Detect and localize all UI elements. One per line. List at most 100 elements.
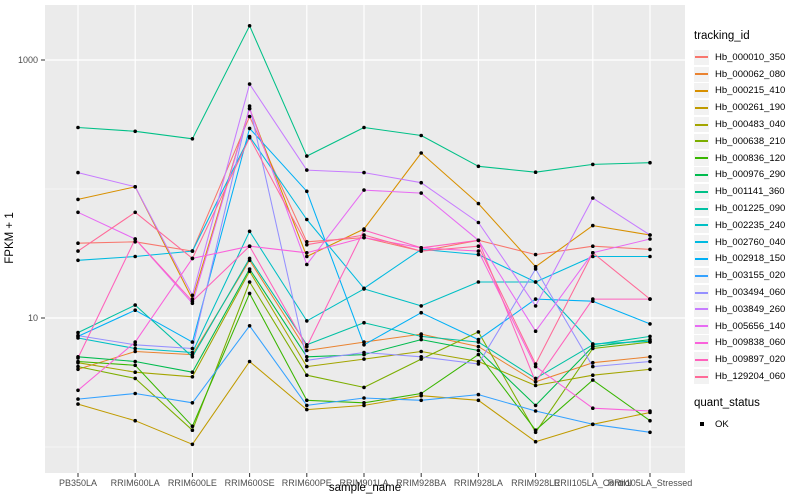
legend-key <box>694 301 709 317</box>
legend-item-label: Hb_000261_190 <box>715 102 786 114</box>
legend-item-label: Hb_002760_040 <box>715 236 786 248</box>
legend-item: Hb_000062_080 <box>694 66 798 83</box>
legend-key-line-icon <box>695 241 708 244</box>
y-axis-title: FPKM + 1 <box>4 212 16 264</box>
x-tick-label: RRIM600LA <box>111 478 160 488</box>
legend-item: Hb_001225_090 <box>694 200 798 217</box>
legend-key <box>694 100 709 116</box>
legend-item: Hb_003849_260 <box>694 301 798 318</box>
legend-key <box>694 184 709 200</box>
x-tick-label: RRII105LA_Control <box>554 478 632 488</box>
legend-key-line-icon <box>695 73 708 76</box>
legend-item-label: Hb_000010_350 <box>715 51 786 63</box>
legend-item: Hb_005656_140 <box>694 318 798 335</box>
data-points <box>76 24 652 447</box>
legend-key-line-icon <box>695 358 708 361</box>
x-tick-label: RRIM928BA <box>396 478 446 488</box>
legend-key <box>694 83 709 99</box>
legend-item: Hb_002918_150 <box>694 251 798 268</box>
x-tick-label: RRIM928LA <box>454 478 503 488</box>
legend: tracking_id Hb_000010_350 Hb_000062_080 Hb… <box>694 30 798 433</box>
legend-key <box>694 234 709 250</box>
legend-key <box>694 66 709 82</box>
legend-key <box>694 217 709 233</box>
legend-item: Hb_000638_210 <box>694 133 798 150</box>
legend-key-line-icon <box>695 257 708 260</box>
legend-item-label: Hb_009897_020 <box>715 354 786 366</box>
legend-item-label: Hb_003155_020 <box>715 270 786 282</box>
legend-item-label: Hb_000483_040 <box>715 119 786 131</box>
legend-item: Hb_000010_350 <box>694 49 798 66</box>
legend-item-label: Hb_005656_140 <box>715 320 786 332</box>
legend-item-label: Hb_000638_210 <box>715 135 786 147</box>
x-tick-label: PB350LA <box>59 478 97 488</box>
legend-key-line-icon <box>695 308 708 311</box>
legend-key-line-icon <box>695 89 708 92</box>
legend-key <box>694 352 709 368</box>
y-tick-label: 1000 <box>18 55 38 65</box>
legend-key-line-icon <box>695 173 708 176</box>
legend-key <box>694 335 709 351</box>
legend-key-line-icon <box>695 140 708 143</box>
legend-item: Hb_000261_190 <box>694 99 798 116</box>
x-tick-label: RRIM600LE <box>168 478 217 488</box>
x-tick-label: RRII105LA_Stressed <box>608 478 693 488</box>
legend-item: Hb_001141_360 <box>694 183 798 200</box>
legend-key <box>694 167 709 183</box>
legend-key <box>694 150 709 166</box>
x-tick-label: RRIM901LA <box>339 478 388 488</box>
legend-item-label: Hb_003849_260 <box>715 303 786 315</box>
legend-item-label: OK <box>715 418 729 430</box>
x-tick-labels: PB350LA RRIM600LA RRIM600LE RRIM600SE RRIM60… <box>59 478 692 488</box>
x-axis-title: sample_name <box>328 482 402 494</box>
axis-ticks <box>41 59 651 477</box>
x-tick-label: RRIM928LE <box>511 478 560 488</box>
legend-item: Hb_000215_410 <box>694 83 798 100</box>
legend-key <box>694 201 709 217</box>
legend-item-label: Hb_000976_290 <box>715 169 786 181</box>
legend-item: Hb_000976_290 <box>694 167 798 184</box>
legend-key <box>694 49 709 65</box>
legend-key-line-icon <box>695 157 708 160</box>
legend-item: Hb_009838_060 <box>694 335 798 352</box>
legend-item-label: Hb_000215_410 <box>715 85 786 97</box>
legend-key-line-icon <box>695 341 708 344</box>
legend-item-label: Hb_002235_240 <box>715 219 786 231</box>
legend-key <box>694 369 709 385</box>
legend-key-line-icon <box>695 325 708 328</box>
legend-key-line-icon <box>695 123 708 126</box>
legend-item-label: Hb_009838_060 <box>715 337 786 349</box>
legend-key-line-icon <box>695 56 708 59</box>
legend-items: Hb_000010_350 Hb_000062_080 Hb_000215_410 H… <box>694 49 798 385</box>
legend-key <box>694 251 709 267</box>
legend-key <box>694 285 709 301</box>
x-tick-label: RRIM600SE <box>225 478 275 488</box>
x-tick-label: RRIM600PE <box>282 478 332 488</box>
legend-key-line-icon <box>695 207 708 210</box>
legend-key-line-icon <box>695 224 708 227</box>
legend-item-label: Hb_000836_120 <box>715 152 786 164</box>
legend-item: Hb_129204_060 <box>694 368 798 385</box>
legend-title-tracking-id: tracking_id <box>694 30 750 42</box>
legend-key-line-icon <box>695 190 708 193</box>
legend-key-line-icon <box>695 106 708 109</box>
legend-item: Hb_000836_120 <box>694 150 798 167</box>
legend-item-label: Hb_129204_060 <box>715 371 786 383</box>
ok-point-icon <box>699 422 704 427</box>
legend-item-label: Hb_001141_360 <box>715 186 785 198</box>
legend-item: Hb_002235_240 <box>694 217 798 234</box>
legend-key <box>694 318 709 334</box>
y-tick-label: 10 <box>28 313 38 323</box>
legend-item: Hb_009897_020 <box>694 351 798 368</box>
legend-key <box>694 268 709 284</box>
legend-key-line-icon <box>695 291 708 294</box>
y-tick-labels: 1000 10 <box>18 55 38 323</box>
legend-key-line-icon <box>695 274 708 277</box>
ok-point-key <box>694 417 709 432</box>
legend-item-label: Hb_003494_060 <box>715 287 786 299</box>
legend-key <box>694 133 709 149</box>
legend-item-label: Hb_001225_090 <box>715 203 786 215</box>
legend-key <box>694 117 709 133</box>
